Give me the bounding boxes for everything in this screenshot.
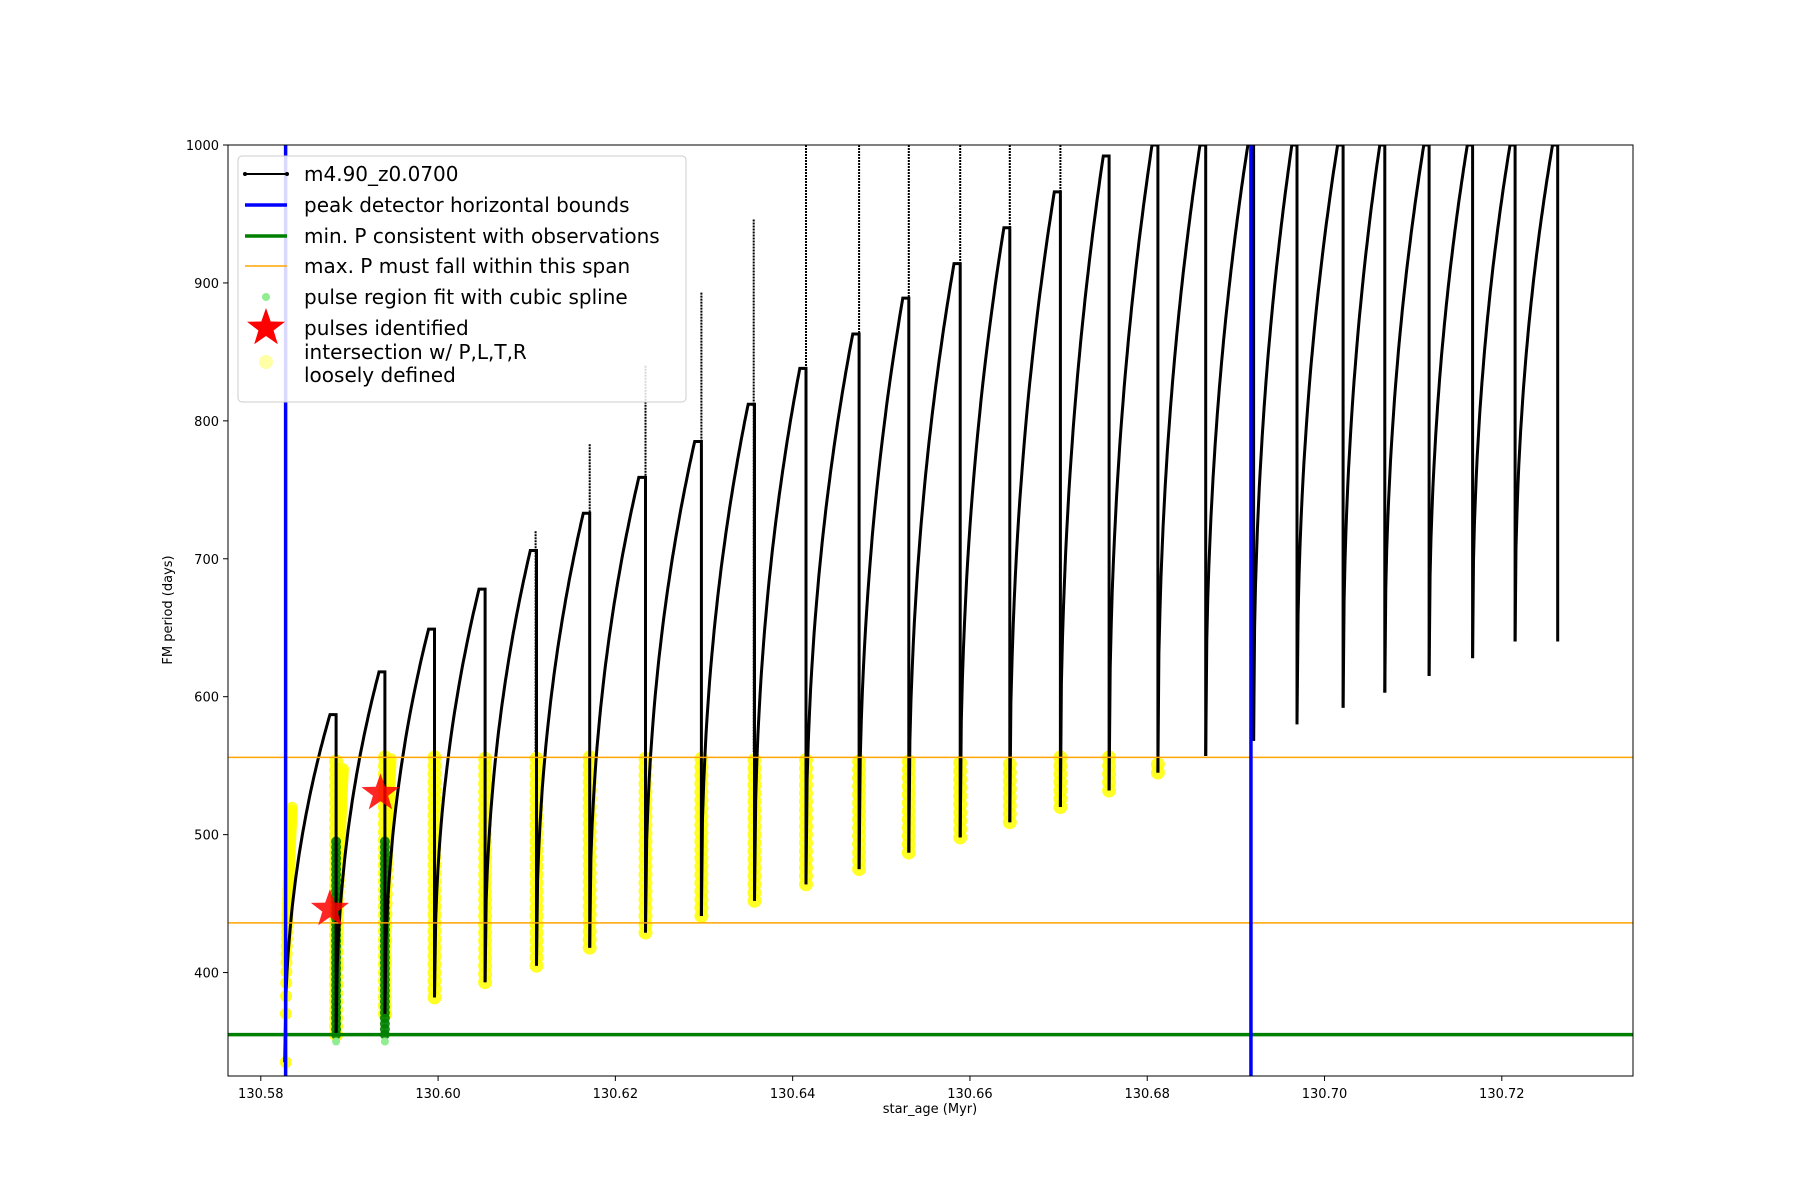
track-cycle — [644, 440, 703, 933]
track-cycle — [383, 627, 436, 1014]
track-cycle — [958, 226, 1012, 838]
x-axis: 130.58 130.60 130.62 130.64 130.66 130.68 130.… — [238, 1076, 1525, 1102]
track-cycle — [483, 549, 538, 983]
track-cycle — [1008, 190, 1062, 823]
y-tick-label: 400 — [194, 967, 219, 982]
legend-item-loose: intersection w/ P,L,T,R loosely defined — [259, 340, 527, 387]
legend-label: pulses identified — [304, 316, 469, 340]
legend-handle-dot — [243, 172, 247, 176]
track-cycle — [433, 587, 487, 998]
track-cycle — [1427, 145, 1475, 677]
pulse-star-marker — [310, 889, 349, 926]
track-cycle — [535, 511, 592, 966]
legend-label: max. P must fall within this span — [304, 254, 630, 278]
track-cycle — [1204, 145, 1256, 757]
y-axis: 400 500 600 700 800 900 1000 — [186, 139, 228, 982]
y-tick-label: 500 — [194, 829, 219, 844]
pulse-star-marker — [361, 773, 400, 810]
legend-label: peak detector horizontal bounds — [304, 193, 630, 217]
x-tick-label: 130.62 — [593, 1087, 639, 1102]
legend-item-maxp: max. P must fall within this span — [245, 254, 630, 278]
y-tick-label: 600 — [194, 691, 219, 706]
legend-label: m4.90_z0.0700 — [304, 162, 459, 186]
track-cycle — [1107, 145, 1160, 791]
track-cycle — [334, 670, 387, 1035]
track-cycle — [907, 262, 962, 853]
loose-marker — [384, 753, 397, 766]
track-cycle — [588, 475, 647, 948]
spline-marker — [332, 1037, 341, 1046]
x-tick-label: 130.60 — [415, 1087, 461, 1102]
x-tick-label: 130.70 — [1302, 1087, 1348, 1102]
loose-marker — [285, 801, 298, 814]
loose-marker — [337, 763, 349, 776]
y-tick-label: 1000 — [186, 139, 219, 154]
pulses-identified-markers — [310, 773, 400, 926]
track-cycle — [1471, 145, 1517, 659]
x-tick-label: 130.58 — [238, 1087, 284, 1102]
y-tick-label: 900 — [194, 277, 219, 292]
track-cycle — [1383, 145, 1431, 693]
track-cycle — [857, 296, 911, 870]
legend-label: min. P consistent with observations — [304, 224, 660, 248]
y-tick-label: 800 — [194, 415, 219, 430]
legend-frame — [237, 155, 687, 403]
legend-handle-dot — [285, 172, 289, 176]
horizontal-reference-lines — [228, 756, 1633, 1037]
legend-handle — [247, 308, 285, 345]
track-cycle — [1252, 145, 1299, 741]
legend-label: pulse region fit with cubic spline — [304, 285, 628, 309]
legend-label: intersection w/ P,L,T,R loosely defined — [304, 340, 527, 387]
track-cycle — [1058, 154, 1111, 808]
y-tick-label: 700 — [194, 553, 219, 568]
legend-item-minp: min. P consistent with observations — [245, 224, 660, 248]
legend-item-bounds: peak detector horizontal bounds — [245, 193, 630, 217]
track-cycle — [1295, 145, 1345, 725]
period-track — [283, 145, 1560, 1063]
track-cycle — [1341, 145, 1387, 708]
legend-handle — [259, 355, 273, 369]
legend-item-pulses: pulses identified — [247, 308, 469, 345]
legend-item-track: m4.90_z0.0700 — [243, 162, 459, 186]
track-cycle — [699, 402, 756, 917]
track-cycle — [283, 713, 338, 1063]
spline-marker — [380, 1037, 389, 1046]
x-tick-label: 130.64 — [770, 1087, 816, 1102]
track-cycle — [804, 332, 861, 885]
x-axis-label: star_age (Myr) — [883, 1102, 977, 1117]
track-cycle — [1513, 145, 1560, 642]
x-tick-label: 130.72 — [1479, 1087, 1525, 1102]
y-axis-label: FM period (days) — [161, 555, 176, 664]
x-tick-label: 130.66 — [947, 1087, 993, 1102]
legend-item-spline: pulse region fit with cubic spline — [262, 285, 628, 309]
track-cycle — [1156, 145, 1208, 773]
track-cycle — [753, 366, 808, 901]
plot-frame — [227, 144, 1634, 1077]
x-tick-label: 130.68 — [1124, 1087, 1170, 1102]
legend-handle — [262, 293, 270, 301]
